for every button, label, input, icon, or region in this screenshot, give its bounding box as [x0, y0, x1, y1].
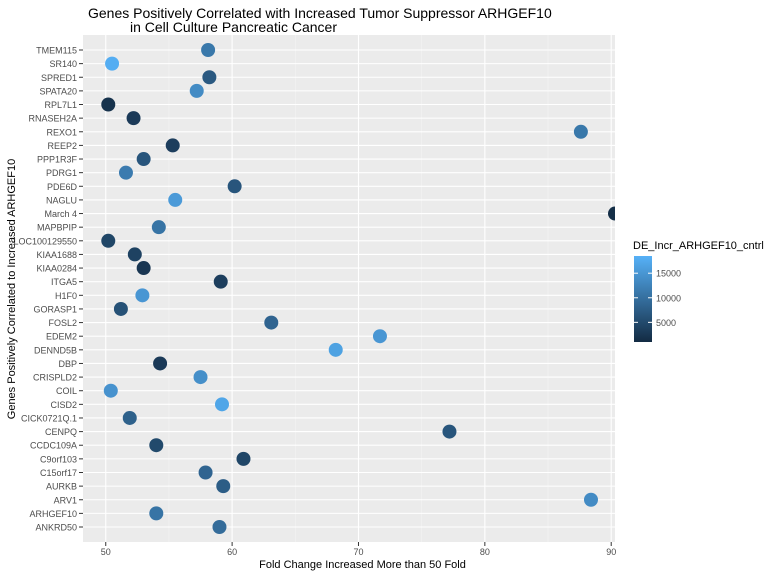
y-tick-label: ARV1: [54, 495, 77, 505]
y-tick-label: March 4: [44, 209, 77, 219]
legend-tick-label: 15000: [656, 269, 681, 279]
y-tick-label: REXO1: [46, 127, 77, 137]
data-point: [198, 465, 213, 480]
data-point: [118, 165, 133, 180]
legend-colorbar: [634, 256, 652, 342]
legend-tick-label: 10000: [656, 293, 681, 303]
data-point: [103, 383, 118, 398]
data-point: [608, 206, 615, 221]
x-axis-tick-labels: 50 60 70 80 90: [101, 542, 616, 557]
chart-subtitle: in Cell Culture Pancreatic Cancer: [130, 19, 337, 35]
legend-tick-label: 5000: [656, 318, 676, 328]
y-tick-label: KIAA0284: [36, 264, 77, 274]
data-point: [149, 506, 164, 521]
x-tick-label: 80: [480, 547, 490, 557]
y-tick-label: NAGLU: [46, 195, 77, 205]
y-tick-label: CISD2: [50, 400, 77, 410]
y-tick-label: CENPQ: [45, 427, 77, 437]
x-tick-label: 90: [606, 547, 616, 557]
y-tick-label: DENND5B: [34, 345, 77, 355]
data-point: [127, 247, 142, 262]
data-point: [193, 370, 208, 385]
y-tick-label: KIAA1688: [36, 250, 77, 260]
y-tick-label: RPL7L1: [44, 100, 77, 110]
data-points: [101, 42, 615, 535]
data-point: [189, 83, 204, 98]
grid-lines: [83, 35, 615, 542]
data-point: [212, 520, 227, 535]
data-point: [122, 410, 137, 425]
y-tick-label: FOSL2: [48, 318, 77, 328]
data-point: [236, 451, 251, 466]
data-point: [126, 111, 141, 126]
data-point: [573, 124, 588, 139]
y-tick-label: PPP1R3F: [37, 155, 78, 165]
y-tick-label: H1F0: [55, 291, 77, 301]
data-point: [136, 261, 151, 276]
color-legend: 5000 10000 15000: [634, 256, 681, 342]
y-tick-label: ITGA5: [51, 277, 77, 287]
y-tick-label: DBP: [58, 359, 77, 369]
data-point: [136, 152, 151, 167]
data-point: [227, 179, 242, 194]
y-tick-label: AURKB: [46, 482, 77, 492]
chart-title: Genes Positively Correlated with Increas…: [88, 5, 552, 21]
data-point: [153, 356, 168, 371]
y-tick-label: TMEM115: [36, 45, 77, 55]
legend-tick-labels: 5000 10000 15000: [634, 269, 681, 328]
y-tick-label: PDRG1: [46, 168, 77, 178]
data-point: [165, 138, 180, 153]
data-point: [201, 42, 216, 57]
y-tick-label: SPRED1: [41, 73, 77, 83]
y-tick-label: CICK0721Q.1: [21, 413, 77, 423]
y-axis-label: Genes Positively Correlated to Increased…: [6, 158, 18, 420]
y-tick-label: MAPBPIP: [37, 223, 77, 233]
y-tick-label: LOC100129550: [13, 236, 77, 246]
y-tick-label: CRISPLD2: [33, 373, 77, 383]
data-point: [583, 492, 598, 507]
data-point: [149, 438, 164, 453]
x-tick-label: 60: [227, 547, 237, 557]
data-point: [105, 56, 120, 71]
x-axis-label: Fold Change Increased More than 50 Fold: [259, 559, 466, 571]
y-tick-label: ANKRD50: [35, 523, 77, 533]
data-point: [213, 274, 228, 289]
data-point: [216, 479, 231, 494]
data-point: [372, 329, 387, 344]
y-tick-label: C9orf103: [40, 454, 77, 464]
y-tick-label: RNASEH2A: [28, 114, 77, 124]
data-point: [113, 301, 128, 316]
data-point: [101, 233, 116, 248]
data-point: [202, 70, 217, 85]
y-tick-label: COIL: [56, 386, 77, 396]
data-point: [168, 192, 183, 207]
x-tick-label: 50: [101, 547, 111, 557]
data-point: [442, 424, 457, 439]
data-point: [151, 220, 166, 235]
data-point: [328, 342, 343, 357]
y-tick-label: SPATA20: [39, 86, 77, 96]
y-tick-label: GORASP1: [33, 304, 77, 314]
y-tick-label: C15orf17: [40, 468, 77, 478]
x-tick-label: 70: [353, 547, 363, 557]
y-tick-label: EDEM2: [46, 332, 77, 342]
y-tick-label: ARHGEF10: [29, 509, 77, 519]
data-point: [135, 288, 150, 303]
y-tick-label: PDE6D: [47, 182, 78, 192]
data-point: [264, 315, 279, 330]
y-tick-label: REEP2: [47, 141, 77, 151]
plot-panel: [83, 35, 615, 542]
data-point: [215, 397, 230, 412]
y-axis-tick-labels: ANKRD50 ARHGEF10 ARV1 AURKB C15orf17 C9orf103…: [13, 45, 83, 533]
legend-title: DE_Incr_ARHGEF10_cntrl: [633, 240, 764, 252]
data-point: [101, 97, 116, 112]
y-tick-label: CCDC109A: [30, 441, 77, 451]
y-tick-label: SR140: [49, 59, 77, 69]
